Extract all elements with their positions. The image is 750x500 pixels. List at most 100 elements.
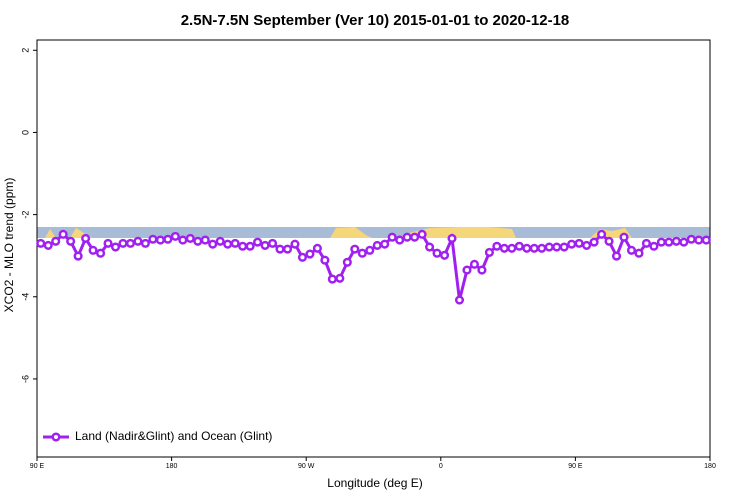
data-point [260,240,270,250]
data-point [103,238,113,248]
y-tick-label: 2 [20,48,30,53]
data-point [380,239,390,249]
x-tick-label: 180 [704,463,716,470]
data-point [410,232,420,242]
data-point [469,259,480,269]
data-point [118,238,128,248]
x-tick-label: 90 E [568,463,583,470]
data-point [462,265,472,275]
data-point [73,251,83,261]
plot-frame [36,39,711,458]
data-point [439,250,450,260]
data-point [671,236,681,246]
chart-title: 2.5N-7.5N September (Ver 10) 2015-01-01 … [181,12,570,29]
data-point [342,257,352,267]
data-point [185,233,195,243]
data-point [312,243,322,253]
data-point [425,242,435,252]
data-point [679,237,689,247]
data-point [170,231,180,241]
legend-marker [51,432,61,442]
data-point [597,229,607,239]
y-tick-label: -6 [20,375,30,383]
data-point [552,242,562,252]
data-point [365,245,375,255]
data-point [66,236,76,246]
data-point [395,235,405,245]
data-point [626,245,637,255]
data-point [589,237,599,247]
y-axis-label: XCO2 - MLO trend (ppm) [2,178,16,313]
data-point [268,238,278,248]
x-axis-label: Longitude (deg E) [327,476,422,490]
x-tick-label: 180 [166,463,178,470]
data-point [387,232,397,242]
data-point [432,248,442,258]
surface-band [37,227,710,238]
data-point [417,229,427,239]
data-point [51,236,61,246]
data-point [454,295,465,305]
data-point [477,265,487,275]
data-point [81,233,91,243]
data-point [372,240,382,250]
data-point [238,241,248,251]
data-point [649,241,659,251]
series [36,229,711,305]
data-point [604,236,614,246]
data-point [611,251,622,261]
legend-label: Land (Nadir&Glint) and Ocean (Glint) [75,429,272,443]
data-point [686,234,696,244]
data-point [125,238,136,248]
data-point [223,239,233,249]
data-point [537,243,547,253]
data-point [320,255,330,265]
data-point [96,248,106,258]
data-point [133,236,143,246]
data-point [58,229,68,239]
data-point [694,235,704,245]
data-point [193,236,203,246]
data-point [282,244,293,254]
data-point [664,237,674,247]
data-point [559,242,569,252]
y-tick-label: -4 [20,293,30,301]
data-point [544,242,554,252]
x-tick-label: 90 E [30,463,45,470]
data-point [215,236,225,246]
data-point [110,242,121,252]
data-point [140,238,150,248]
y-tick-label: -2 [20,211,30,219]
data-point [574,238,584,248]
data-point [297,252,308,262]
data-point [529,243,539,253]
data-point [567,239,577,249]
data-point [357,248,367,258]
data-point [253,237,263,247]
data-point [492,241,502,251]
data-point [582,240,592,250]
data-point [499,243,509,253]
data-point [619,232,629,242]
data-point [656,237,666,247]
data-point [208,239,218,249]
data-point [275,244,285,254]
data-point [245,241,255,251]
data-point [200,235,210,245]
data-point [148,234,158,244]
data-point [43,240,53,250]
data-point [522,243,532,253]
data-point [36,238,46,248]
data-point [305,249,315,259]
data-point [350,244,360,254]
data-point [327,274,337,284]
data-point [507,243,517,253]
y-tick-label: 0 [20,130,30,135]
x-tick-label: 90 W [298,463,315,470]
data-point [641,238,651,248]
data-point [447,233,457,243]
data-point [230,238,240,248]
data-point [335,273,345,283]
